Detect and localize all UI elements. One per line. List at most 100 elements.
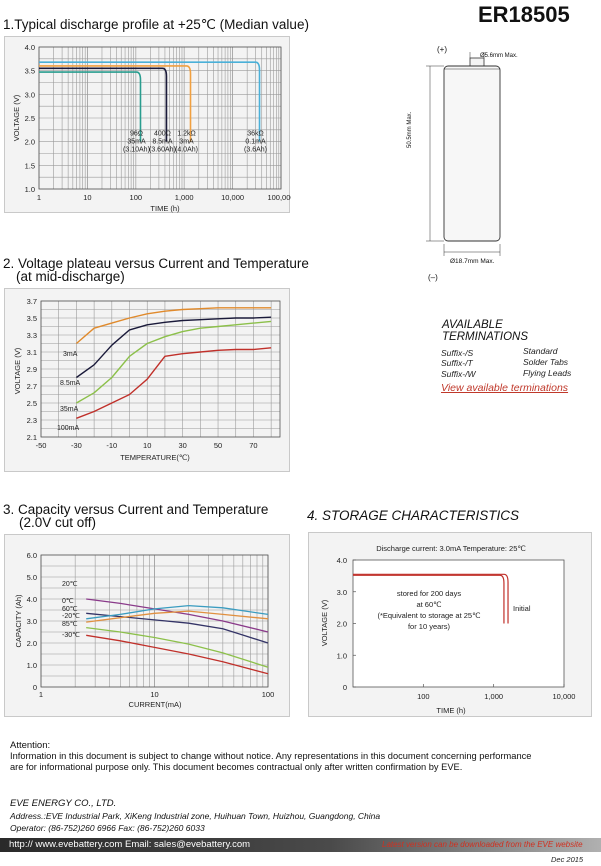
y-tick-label: 2.0 — [27, 639, 37, 648]
x-tick-label: 30 — [178, 441, 186, 450]
capacity-chart-panel: 6.0 5.0 4.0 3.0 2.0 1.0 0 1 10 100 CURRENT(mA) CAPA… — [4, 534, 290, 717]
height-dim: 50.5mm Max. — [407, 111, 413, 148]
view-terminations-link[interactable]: View available terminations — [441, 382, 569, 394]
bottom-diameter-dim: Ø18.7mm Max. — [450, 258, 495, 265]
section3-title: 3. Capacity versus Current and Temperatu… — [3, 502, 269, 517]
y-tick-label: 5.0 — [27, 573, 37, 582]
capacity-series-line — [86, 604, 269, 620]
y-tick-label: 2.5 — [27, 399, 37, 408]
y-tick-label: 2.9 — [27, 365, 37, 374]
x-axis-label: TIME (h) — [150, 204, 180, 213]
positive-terminal-label: (+) — [437, 45, 447, 54]
capacity-series-line — [86, 612, 269, 644]
negative-terminal-label: (–) — [428, 273, 438, 282]
y-tick-label: 1.0 — [337, 651, 347, 660]
company-contact: Operator: (86-752)260 6966 Fax: (86-752)… — [10, 823, 205, 833]
company-name: EVE ENERGY CO., LTD. — [10, 798, 117, 809]
y-tick-label: 3.0 — [27, 617, 37, 626]
y-axis-label: VOLTAGE (V) — [13, 347, 22, 394]
footer-date: Dec 2015 — [551, 855, 584, 864]
y-tick-label: 2.3 — [27, 416, 37, 425]
x-tick-label: 10,000 — [553, 692, 576, 701]
x-axis-label: CURRENT(mA) — [129, 700, 182, 709]
plateau-chart-panel: 3.7 3.5 3.3 3.1 2.9 2.7 2.5 2.3 2.1 -50 -30 -10 10 30… — [4, 288, 290, 472]
y-tick-label: 1.0 — [25, 185, 35, 194]
y-tick-label: 3.0 — [25, 90, 35, 99]
storage-series-line — [353, 573, 509, 624]
x-axis-label: TIME (h) — [436, 706, 466, 715]
y-tick-label: 3.7 — [27, 297, 37, 306]
x-tick-label: 10 — [143, 441, 151, 450]
capacity-series-label: 60℃ — [62, 606, 78, 613]
x-tick-label: 1 — [37, 193, 41, 202]
y-tick-label: 0 — [33, 683, 37, 692]
discharge-series-line — [39, 65, 192, 142]
plateau-chart: 3.7 3.5 3.3 3.1 2.9 2.7 2.5 2.3 2.1-50 -30 -10 10 30… — [13, 297, 281, 462]
discharge-series-line — [39, 61, 261, 142]
storage-note: for 10 years) — [408, 622, 451, 631]
termination-type-s: Standard — [523, 346, 558, 356]
terminations-title-2: TERMINATIONS — [442, 331, 529, 343]
termination-type-t: Solder Tabs — [523, 357, 569, 367]
y-tick-label: 3.1 — [27, 348, 37, 357]
plateau-series-line — [75, 307, 272, 345]
x-tick-label: 10,000 — [221, 193, 244, 202]
x-tick-label: 100,000 — [267, 193, 291, 202]
plateau-series-label: 8.5mA — [60, 380, 81, 387]
section1-title: 1.Typical discharge profile at +25℃ (Med… — [3, 17, 309, 32]
storage-note: at 60℃ — [416, 600, 442, 609]
capacity-series-line — [86, 634, 269, 675]
plateau-series-label: 100mA — [57, 425, 80, 432]
capacity-series-label: 85℃ — [62, 621, 78, 628]
y-axis-label: CAPACITY (Ah) — [14, 594, 23, 648]
storage-chart: Discharge current: 3.0mA Temperature: 25… — [320, 544, 576, 715]
x-tick-label: -50 — [36, 441, 47, 450]
y-tick-label: 2.1 — [27, 433, 37, 442]
storage-chart-header: Discharge current: 3.0mA Temperature: 25… — [376, 544, 526, 553]
discharge-series-label: 400Ω — [154, 131, 171, 138]
y-tick-label: 2.0 — [25, 138, 35, 147]
capacity-series-line — [86, 610, 269, 623]
x-axis-label: TEMPERATURE(℃) — [120, 453, 190, 462]
y-tick-label: 3.0 — [337, 588, 347, 597]
capacity-series-label: 20℃ — [62, 581, 78, 588]
footer-contact[interactable]: http:// www.evebattery.com Email: sales@… — [9, 839, 251, 850]
y-tick-label: 1.5 — [25, 161, 35, 170]
x-tick-label: 50 — [214, 441, 222, 450]
y-tick-label: 1.0 — [27, 661, 37, 670]
discharge-series-label: 1.2kΩ — [177, 131, 195, 138]
discharge-series-label: (3.10Ah) — [123, 147, 150, 154]
storage-series-line — [353, 574, 505, 624]
y-axis-label: VOLTAGE (V) — [320, 599, 329, 646]
x-tick-label: 10 — [83, 193, 91, 202]
storage-chart-panel: Discharge current: 3.0mA Temperature: 25… — [308, 532, 592, 717]
y-tick-label: 4.0 — [27, 595, 37, 604]
top-diameter-dim: Ø5.6mm Max. — [480, 53, 518, 59]
discharge-series-label: 96Ω — [130, 131, 143, 138]
termination-suffix-w: Suffix-/W — [441, 369, 476, 379]
footer-bar — [0, 838, 601, 852]
attention-line-1: Information in this document is subject … — [10, 751, 532, 761]
storage-note: (*Equivalent to storage at 25℃ — [377, 611, 481, 620]
x-tick-label: 100 — [417, 692, 430, 701]
y-tick-label: 0 — [343, 683, 347, 692]
discharge-series-label: 3mA — [179, 139, 194, 146]
x-tick-label: -30 — [71, 441, 82, 450]
discharge-series-label: (3.60Ah) — [149, 147, 176, 154]
discharge-series-label: 8.5mA — [152, 139, 173, 146]
section2-title: 2. Voltage plateau versus Current and Te… — [3, 256, 309, 271]
initial-label: Initial — [513, 604, 531, 613]
capacity-chart: 6.0 5.0 4.0 3.0 2.0 1.0 01 10 100 CURRENT(mA) CAPA… — [14, 551, 274, 709]
x-tick-label: 1,000 — [175, 193, 194, 202]
section3-subtitle: (2.0V cut off) — [19, 515, 97, 530]
plateau-series-line — [76, 320, 272, 404]
plateau-series-label: 35mA — [60, 406, 79, 413]
discharge-series-line — [39, 71, 142, 142]
footer-latest-version: Latest version can be downloaded from th… — [382, 840, 583, 849]
x-tick-label: 1 — [39, 690, 43, 699]
y-tick-label: 2.5 — [25, 114, 35, 123]
x-tick-label: 70 — [249, 441, 257, 450]
x-tick-label: 1,000 — [484, 692, 503, 701]
termination-type-w: Flying Leads — [523, 368, 572, 378]
plateau-series-label: 3mA — [63, 351, 78, 358]
